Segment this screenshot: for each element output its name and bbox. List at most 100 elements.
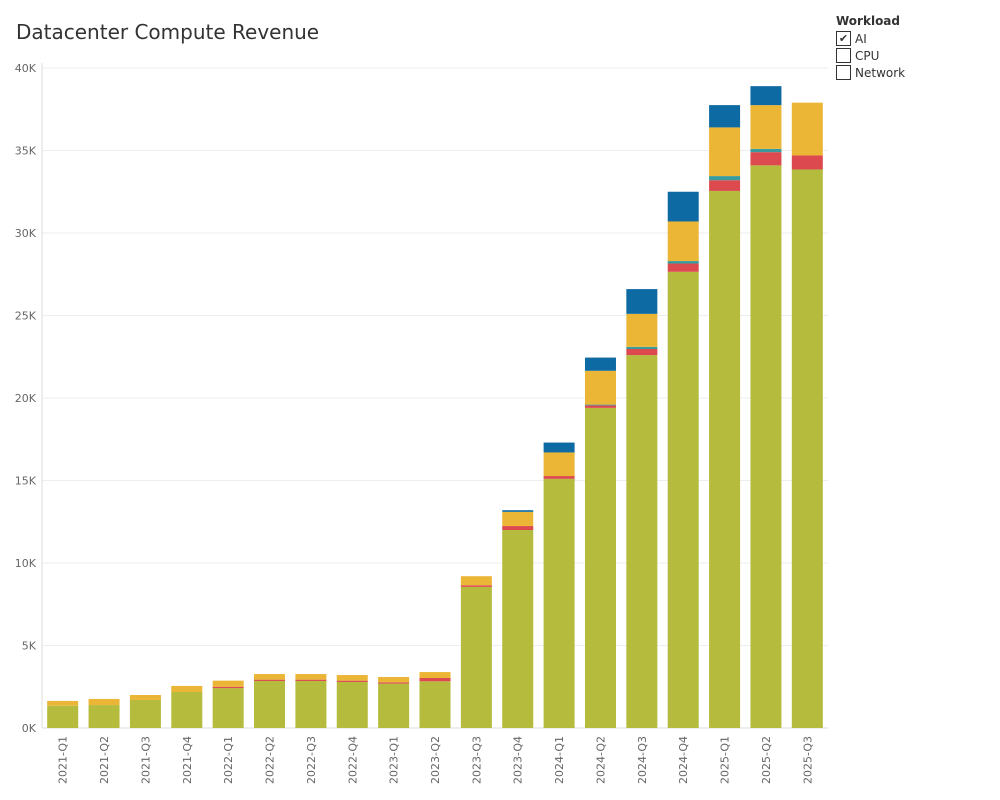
bar-segment xyxy=(750,86,782,106)
filter-label: Network xyxy=(855,65,906,80)
x-tick-label: 2022-Q2 xyxy=(264,736,277,784)
bar-segment xyxy=(626,355,658,728)
workload-filter: Workload ✔ AI CPU Network xyxy=(836,14,905,81)
bar-segment xyxy=(171,685,203,693)
bar-segment xyxy=(584,370,616,405)
bar-segment xyxy=(709,105,741,128)
y-tick-label: 0K xyxy=(22,722,37,735)
checkbox-icon[interactable] xyxy=(836,65,851,80)
bar-segment xyxy=(460,576,492,586)
chart-title: Datacenter Compute Revenue xyxy=(16,20,320,44)
x-tick-label: 2024-Q2 xyxy=(594,736,607,784)
bar-segment xyxy=(750,152,782,166)
bar-segment xyxy=(47,700,79,706)
bar-segment xyxy=(419,678,451,682)
bar-segment xyxy=(667,191,699,222)
y-tick-label: 5K xyxy=(22,640,37,653)
bar-segment xyxy=(88,698,120,706)
bar-segment xyxy=(791,169,823,729)
bar-segment xyxy=(543,452,575,477)
bar-segment xyxy=(129,695,161,700)
x-tick-label: 2025-Q2 xyxy=(760,736,773,784)
checkbox-checked-icon[interactable]: ✔ xyxy=(836,31,851,46)
y-tick-label: 10K xyxy=(15,557,37,570)
x-tick-label: 2021-Q4 xyxy=(181,736,194,784)
x-tick-label: 2023-Q1 xyxy=(388,736,401,784)
bar-segment xyxy=(254,680,286,728)
bar-segment xyxy=(667,221,699,262)
bar-segment xyxy=(460,585,492,587)
bar-segment xyxy=(295,679,327,681)
bar-segment xyxy=(584,357,616,371)
bar-segment xyxy=(460,586,492,728)
bar-segment xyxy=(502,526,534,530)
y-tick-label: 35K xyxy=(15,145,37,158)
filter-label: CPU xyxy=(855,48,880,63)
bar-segment xyxy=(88,705,120,728)
filter-title: Workload xyxy=(836,14,900,28)
x-tick-label: 2024-Q1 xyxy=(553,736,566,784)
bar-segment xyxy=(254,674,286,680)
bar-segment xyxy=(212,680,244,687)
x-tick-label: 2023-Q4 xyxy=(512,736,525,784)
bar-segment xyxy=(667,263,699,272)
x-tick-label: 2025-Q1 xyxy=(719,736,732,784)
y-tick-label: 30K xyxy=(15,227,37,240)
bar-segment xyxy=(419,672,451,679)
bar-segment xyxy=(378,683,410,728)
x-tick-label: 2023-Q3 xyxy=(470,736,483,784)
checkbox-icon[interactable] xyxy=(836,48,851,63)
bar-segment xyxy=(584,407,616,728)
bar-segment xyxy=(336,680,368,682)
filter-item-cpu[interactable]: CPU xyxy=(836,47,905,64)
bar-segment xyxy=(336,675,368,681)
bar-segment xyxy=(750,105,782,149)
x-tick-label: 2022-Q3 xyxy=(305,736,318,784)
y-tick-label: 40K xyxy=(15,62,37,75)
bar-segment xyxy=(336,681,368,728)
bar-segment xyxy=(212,688,244,728)
bar-segment xyxy=(709,180,741,191)
bar-segment xyxy=(791,155,823,170)
bar-segment xyxy=(129,699,161,728)
bar-segment xyxy=(171,692,203,728)
x-tick-label: 2021-Q2 xyxy=(98,736,111,784)
bar-segment xyxy=(626,289,658,314)
x-tick-label: 2022-Q1 xyxy=(222,736,235,784)
filter-item-network[interactable]: Network xyxy=(836,64,905,81)
bar-segment xyxy=(254,679,286,681)
y-tick-label: 25K xyxy=(15,310,37,323)
bar-segment xyxy=(626,348,658,356)
bar-segment xyxy=(502,511,534,527)
bar-segment xyxy=(378,677,410,683)
bar-segment xyxy=(584,404,616,406)
bar-segment xyxy=(626,346,658,349)
bar-segment xyxy=(212,686,244,689)
bar-segment xyxy=(791,102,823,156)
bar-segment xyxy=(626,313,658,347)
x-tick-label: 2024-Q4 xyxy=(677,736,690,784)
bar-segment xyxy=(584,405,616,408)
bar-segment xyxy=(47,705,79,728)
bar-segment xyxy=(667,271,699,728)
bar-segment xyxy=(502,530,534,728)
bar-segment xyxy=(750,165,782,729)
x-tick-label: 2021-Q3 xyxy=(139,736,152,784)
bar-segment xyxy=(667,261,699,264)
bar-segment xyxy=(543,478,575,728)
bar-segment xyxy=(378,682,410,684)
x-tick-label: 2025-Q3 xyxy=(801,736,814,784)
y-tick-label: 15K xyxy=(15,475,37,488)
bar-segment xyxy=(709,190,741,729)
bar-segment xyxy=(502,510,534,512)
filter-label: AI xyxy=(855,31,867,46)
bar-segment xyxy=(750,148,782,153)
filter-item-ai[interactable]: ✔ AI xyxy=(836,30,905,47)
bar-segment xyxy=(709,176,741,181)
x-tick-label: 2021-Q1 xyxy=(57,736,70,784)
bar-segment xyxy=(709,127,741,177)
x-tick-label: 2023-Q2 xyxy=(429,736,442,784)
bar-segment xyxy=(295,680,327,728)
x-tick-label: 2024-Q3 xyxy=(636,736,649,784)
